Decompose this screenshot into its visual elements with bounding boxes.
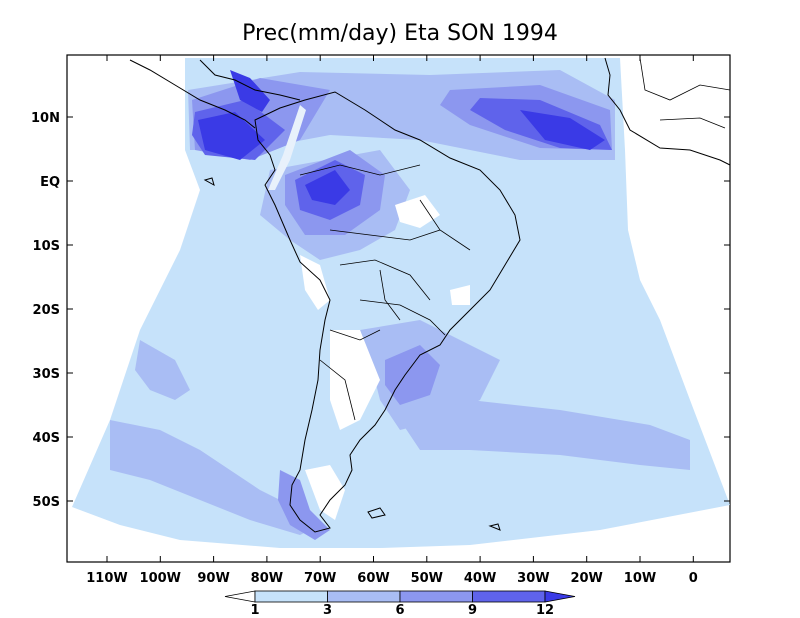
country-borders xyxy=(299,164,471,421)
x-tick-label: 110W xyxy=(86,571,127,586)
africa-borders xyxy=(639,57,731,129)
y-tick-label: 50S xyxy=(33,495,60,510)
y-tick-label: 10S xyxy=(33,239,60,254)
y-tick-label: EQ xyxy=(40,175,60,190)
colorbar: 1 3 6 9 12 xyxy=(224,590,576,618)
y-tick-label: 40S xyxy=(33,431,60,446)
south-america-coastline xyxy=(254,91,521,533)
colorbar-level-label: 1 xyxy=(250,603,259,618)
dry-patches xyxy=(300,195,470,520)
colorbar-swatch xyxy=(472,590,546,603)
x-tick-label: 40W xyxy=(464,571,496,586)
x-tick-label: 10W xyxy=(624,571,656,586)
colorbar-level-label: 6 xyxy=(395,603,404,618)
x-axis: 110W 100W 90W 80W 70W 60W 50W 40W 30W 20W 10W 0 xyxy=(86,55,698,586)
colorbar-min-arrow xyxy=(224,590,256,603)
colorbar-level-label: 3 xyxy=(323,603,332,618)
y-tick-label: 20S xyxy=(33,303,60,318)
andes-low-precip-streak xyxy=(268,105,306,190)
map-panel: 10N EQ 10S 20S 30S 40S 50S 110W 100W 90W 80W 70W 60… xyxy=(31,54,731,586)
x-tick-label: 50W xyxy=(411,571,443,586)
y-tick-label: 10N xyxy=(31,111,60,126)
colorbar-max-arrow xyxy=(544,590,576,603)
map-title: Prec(mm/day) Eta SON 1994 xyxy=(242,21,558,46)
x-tick-label: 90W xyxy=(197,571,229,586)
africa-coastline xyxy=(604,57,731,166)
islands xyxy=(203,177,501,531)
x-tick-label: 100W xyxy=(140,571,181,586)
colorbar-level-label: 12 xyxy=(536,603,554,618)
x-tick-label: 20W xyxy=(570,571,602,586)
precip-level-5 xyxy=(198,70,605,205)
y-axis: 10N EQ 10S 20S 30S 40S 50S xyxy=(31,111,730,510)
x-tick-label: 0 xyxy=(689,571,698,586)
colorbar-level-label: 9 xyxy=(468,603,477,618)
x-tick-label: 70W xyxy=(304,571,336,586)
colorbar-swatch xyxy=(399,590,473,603)
central-america-coastline xyxy=(129,59,301,129)
x-tick-label: 80W xyxy=(251,571,283,586)
y-tick-label: 30S xyxy=(33,367,60,382)
colorbar-swatch xyxy=(254,590,328,603)
x-tick-label: 30W xyxy=(517,571,549,586)
x-tick-label: 60W xyxy=(357,571,389,586)
colorbar-swatch xyxy=(327,590,401,603)
